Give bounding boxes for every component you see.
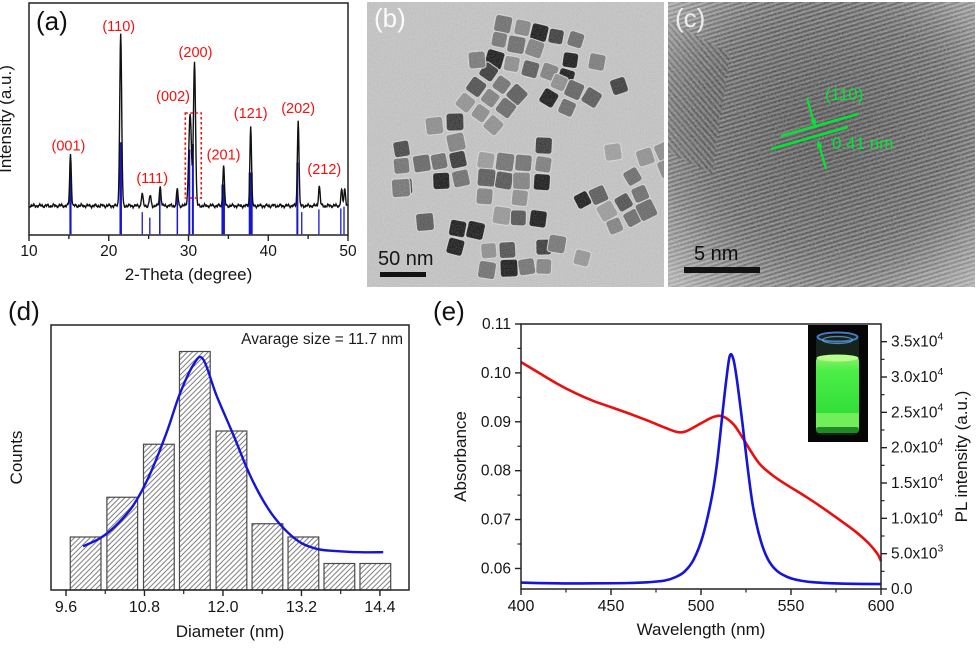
x-tick-label: 550 xyxy=(778,598,805,615)
right-tick-label: 2.0x104 xyxy=(891,437,944,457)
peak-label-001: (001) xyxy=(52,138,86,154)
left-tick-label: 0.10 xyxy=(481,365,512,382)
x-axis-title: Wavelength (nm) xyxy=(637,620,766,639)
panel-c-hrtem-image: (c) (110) 0.41 nm 5 nm xyxy=(668,2,975,287)
vial-cap-rim xyxy=(816,331,859,343)
right-tick-label: 1.0x104 xyxy=(891,507,944,527)
panel-a-xrd: (001) (110) (111) (002) (200) (201) (121) (202)… xyxy=(0,0,372,295)
average-size-annotation: Avarage size = 11.7 nm xyxy=(241,331,403,348)
histogram-plot: 9.6 10.8 12.0 13.2 14.4 Diameter (nm) Counts xyxy=(7,324,410,641)
panel-label-b: (b) xyxy=(374,3,406,33)
x-tick-label: 14.4 xyxy=(364,599,395,616)
x-tick-label: 12.0 xyxy=(207,599,238,616)
panel-b-tem-image: (b) 50 nm xyxy=(367,2,664,287)
right-tick-label: 2.5x104 xyxy=(891,401,944,421)
lattice-plane-line-lower xyxy=(770,125,849,151)
x-tick-label: 450 xyxy=(598,598,625,615)
xrd-plot: (001) (110) (111) (002) (200) (201) (121) (202)… xyxy=(0,2,357,284)
peak-label-121: (121) xyxy=(234,106,268,122)
spacing-arrowhead xyxy=(816,141,823,148)
lattice-plane-label: (110) xyxy=(825,85,864,104)
x-axis-title: 2-Theta (degree) xyxy=(125,265,253,284)
tem-noise-overlay xyxy=(367,2,664,287)
tem-image xyxy=(367,2,664,287)
histogram-bar xyxy=(142,443,175,591)
histogram-bar xyxy=(287,536,320,591)
curve-pl xyxy=(520,352,882,586)
left-tick-label: 0.08 xyxy=(481,463,511,480)
x-tick-label: 10.8 xyxy=(129,599,160,616)
scale-bar-c xyxy=(684,267,760,273)
peak-label-111: (111) xyxy=(136,171,168,187)
x-tick-label: 9.6 xyxy=(55,599,77,616)
left-axis-title: Absorbance xyxy=(451,411,470,502)
histogram-bar xyxy=(251,523,284,591)
right-tick-label: 5.0x103 xyxy=(891,543,944,563)
histogram-bar xyxy=(178,350,211,591)
hrtem-image xyxy=(668,2,975,287)
vial-cap-inner-rim xyxy=(821,335,854,345)
vial-liquid-bottom-band xyxy=(816,413,859,427)
lattice-plane-line-upper xyxy=(780,112,859,138)
left-tick-label: 0.11 xyxy=(482,316,511,333)
peak-label-110: (110) xyxy=(102,19,135,35)
x-tick-label: 400 xyxy=(508,598,535,615)
panel-e-spectra: 400 450 500 550 600 0.06 0.07 0.08 0.09 0.10 0.11 0… xyxy=(430,295,977,650)
panel-label-c: (c) xyxy=(675,3,706,33)
x-tick-label: 20 xyxy=(100,243,118,260)
x-tick-label: 600 xyxy=(868,598,895,615)
lattice-spacing-label: 0.41 nm xyxy=(832,134,894,153)
vial-liquid-surface xyxy=(816,354,859,362)
right-tick-label: 3.5x104 xyxy=(891,331,944,351)
panel-label-d: (d) xyxy=(8,296,40,326)
peak-label-201: (201) xyxy=(207,148,241,164)
x-tick-label: 40 xyxy=(260,243,278,260)
peak-label-002: (002) xyxy=(156,89,190,105)
right-axis-title: PL intensity (a.u.) xyxy=(952,391,971,523)
histogram-bar xyxy=(359,562,392,591)
scale-bar-b xyxy=(380,272,426,277)
scale-bar-label-b: 50 nm xyxy=(378,248,434,270)
right-tick-label: 3.0x104 xyxy=(891,366,944,386)
left-tick-label: 0.09 xyxy=(481,414,511,431)
peak-label-212: (212) xyxy=(307,162,341,178)
vial-bottom-edge xyxy=(816,427,859,433)
left-tick-label: 0.07 xyxy=(481,512,511,529)
gaussian-fit-curve xyxy=(82,355,384,554)
peak-label-202: (202) xyxy=(281,101,315,117)
vial-inset-photo xyxy=(808,325,868,442)
x-tick-label: 10 xyxy=(20,243,38,260)
peak-label-200: (200) xyxy=(179,45,213,61)
x-axis-title: Diameter (nm) xyxy=(176,622,285,641)
hrtem-noise-overlay xyxy=(668,2,975,287)
x-tick-label: 500 xyxy=(688,598,715,615)
spectra-plot: 400 450 500 550 600 0.06 0.07 0.08 0.09 0.10 0.11 0… xyxy=(451,316,971,639)
y-axis-title: Counts xyxy=(7,431,26,485)
plot-frame xyxy=(50,324,410,591)
y-axis-title: Intensity (a.u.) xyxy=(0,65,15,173)
x-tick-label: 30 xyxy=(180,243,198,260)
left-tick-label: 0.06 xyxy=(481,560,511,577)
spacing-arrowhead xyxy=(810,119,817,126)
panel-label-e: (e) xyxy=(433,296,465,326)
histogram-bar xyxy=(323,562,356,591)
histogram-bar xyxy=(106,496,139,591)
right-tick-label: 0.0 xyxy=(891,581,913,598)
panel-d-histogram: 9.6 10.8 12.0 13.2 14.4 Diameter (nm) Counts (… xyxy=(0,295,430,650)
panel-label-a: (a) xyxy=(36,6,68,36)
right-tick-label: 1.5x104 xyxy=(891,472,944,492)
scale-bar-label-c: 5 nm xyxy=(694,243,739,265)
x-tick-label: 13.2 xyxy=(286,599,317,616)
x-tick-label: 50 xyxy=(339,243,357,260)
xrd-pattern-curve xyxy=(28,33,349,210)
